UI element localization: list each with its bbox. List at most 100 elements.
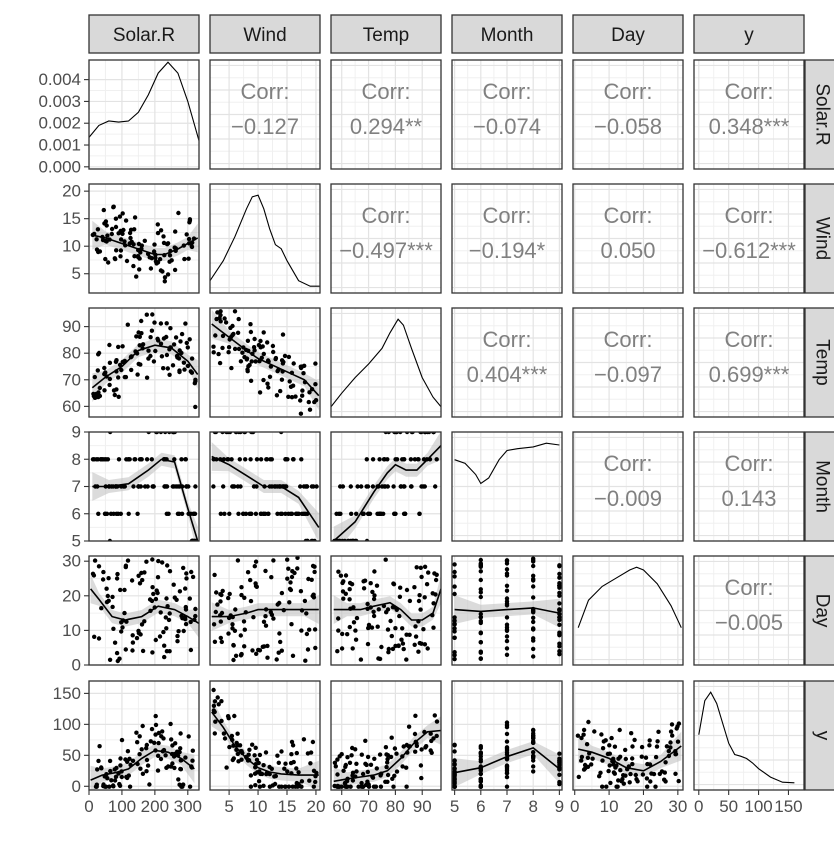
scatter-point (238, 359, 244, 364)
scatter-point (289, 622, 294, 627)
scatter-point (603, 738, 608, 743)
scatter-point (131, 242, 136, 247)
scatter-point (92, 634, 97, 639)
scatter-point (131, 484, 136, 489)
scatter-point (371, 784, 377, 789)
scatter-point (452, 635, 457, 640)
scatter-point (504, 646, 510, 651)
scatter-point (338, 484, 343, 489)
scatter-point (232, 309, 238, 314)
strip-right-background (804, 680, 834, 791)
scatter-point (97, 744, 102, 749)
scatter-point (97, 385, 103, 391)
scatter-point (239, 757, 244, 762)
scatter-point (267, 374, 273, 379)
scatter-point (422, 642, 428, 647)
scatter-point (232, 346, 238, 352)
scatter-point (253, 745, 258, 750)
scatter-point (233, 607, 238, 612)
scatter-point (164, 626, 169, 631)
scatter-point (266, 511, 271, 516)
scatter-point (478, 564, 483, 569)
scatter-point (189, 569, 194, 575)
scatter-point (314, 484, 319, 489)
scatter-point (298, 589, 304, 594)
scatter-point (260, 644, 265, 649)
strip-top-y: y (693, 14, 805, 54)
corr-label: Corr: (725, 327, 774, 352)
scatter-point (504, 763, 510, 768)
scatter-point (353, 628, 358, 633)
panel-border (693, 431, 805, 542)
scatter-point (119, 629, 124, 634)
panel-Day-y: Corr: −0.005 (693, 555, 805, 666)
scatter-point (172, 457, 177, 462)
scatter-point (118, 756, 123, 761)
scatter-point (227, 511, 232, 516)
scatter-point (187, 220, 192, 225)
panel-Day-Day (572, 555, 684, 666)
scatter-point (426, 570, 431, 575)
scatter-point (139, 747, 144, 752)
strip-right-label: Temp (812, 339, 833, 385)
scatter-point (390, 776, 395, 781)
smooth-line (454, 747, 560, 774)
smooth-line (333, 445, 441, 541)
scatter-point (363, 761, 368, 766)
scatter-point (114, 511, 119, 516)
scatter-point (434, 719, 440, 724)
scatter-point (158, 268, 164, 273)
scatter-point (639, 744, 645, 750)
scatter-point (301, 737, 307, 742)
scatter-point (312, 627, 318, 632)
scatter-point (365, 769, 370, 775)
scatter-point (394, 751, 399, 756)
scatter-point (365, 754, 371, 760)
strip-top-background (88, 14, 200, 54)
scatter-point (404, 784, 409, 789)
y-tick-label: 15 (62, 209, 81, 228)
scatter-point (221, 457, 226, 462)
scatter-point (478, 557, 483, 563)
corr-label: Corr: (604, 327, 653, 352)
scatter-point (621, 773, 626, 778)
scatter-point (173, 335, 179, 340)
scatter-point (99, 606, 104, 611)
scatter-point (350, 745, 355, 751)
scatter-point (120, 211, 125, 216)
scatter-point (132, 254, 137, 259)
scatter-point (291, 361, 296, 366)
scatter-point (172, 595, 177, 600)
scatter-point (170, 363, 176, 368)
scatter-point (294, 766, 299, 771)
scatter-point (408, 457, 414, 462)
scatter-point (589, 762, 594, 767)
scatter-point (227, 591, 232, 597)
scatter-point (171, 582, 176, 587)
corr-label: Corr: (725, 451, 774, 476)
y-tick-label: 70 (62, 370, 81, 389)
scatter-point (307, 407, 313, 412)
scatter-point (253, 559, 259, 564)
scatter-point (657, 771, 662, 777)
x-tick-label: 90 (413, 797, 432, 816)
scatter-point (162, 275, 168, 280)
scatter-point (377, 457, 382, 462)
scatter-point (290, 784, 295, 789)
scatter-point (241, 619, 247, 624)
scatter-point (226, 595, 231, 601)
corr-label: Corr: (604, 451, 653, 476)
scatter-point (135, 740, 140, 745)
scatter-point (132, 215, 138, 220)
scatter-point (653, 754, 659, 760)
scatter-point (258, 457, 264, 462)
scatter-point (140, 577, 145, 583)
scatter-point (361, 511, 366, 516)
scatter-point (531, 727, 536, 733)
x-tick-label: 9 (555, 797, 564, 816)
scatter-point (478, 569, 483, 574)
panel-border (693, 555, 805, 666)
scatter-point (399, 637, 404, 642)
scatter-point (116, 394, 121, 399)
scatter-point (212, 639, 218, 644)
